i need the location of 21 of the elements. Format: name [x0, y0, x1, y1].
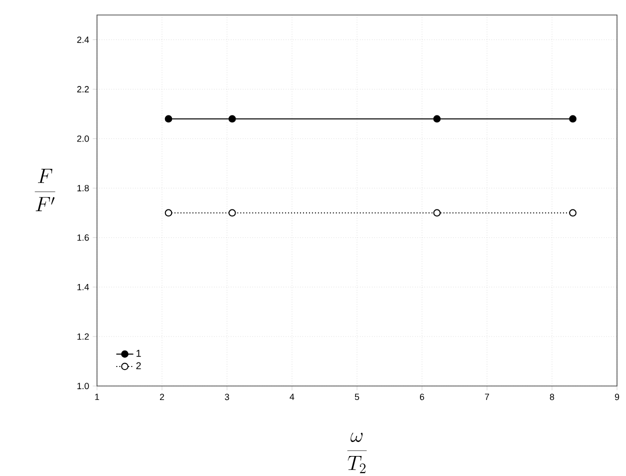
x-tick-label: 5: [354, 394, 360, 400]
x-axis-title: $\frac{\omega}{T_2}$: [347, 432, 367, 473]
x-tick-label: 8: [550, 394, 554, 400]
y-tick-label: 1.4: [77, 284, 89, 290]
x-tick-label: 6: [420, 394, 424, 400]
y-tick-label: 2.0: [77, 135, 89, 142]
legend-label: 1: [136, 350, 141, 357]
x-tick-label: 7: [484, 394, 490, 400]
y-tick-label: 2.4: [77, 36, 89, 43]
x-tick-label: 1: [95, 394, 100, 400]
x-tick-label: 2: [160, 394, 164, 400]
x-tick-label: 3: [224, 394, 230, 400]
x-tick-label: 9: [614, 394, 620, 400]
y-tick-label: 1.6: [77, 234, 89, 241]
legend-label: 2: [136, 362, 141, 369]
x-tick-label: 4: [290, 394, 294, 400]
y-tick-label: 1.0: [77, 382, 89, 389]
y-tick-label: 1.8: [77, 184, 89, 192]
y-tick-label: 1.2: [77, 333, 89, 340]
y-tick-label: 2.2: [77, 86, 89, 92]
y-axis-title: $\frac{F}{F'}$: [34, 168, 56, 211]
